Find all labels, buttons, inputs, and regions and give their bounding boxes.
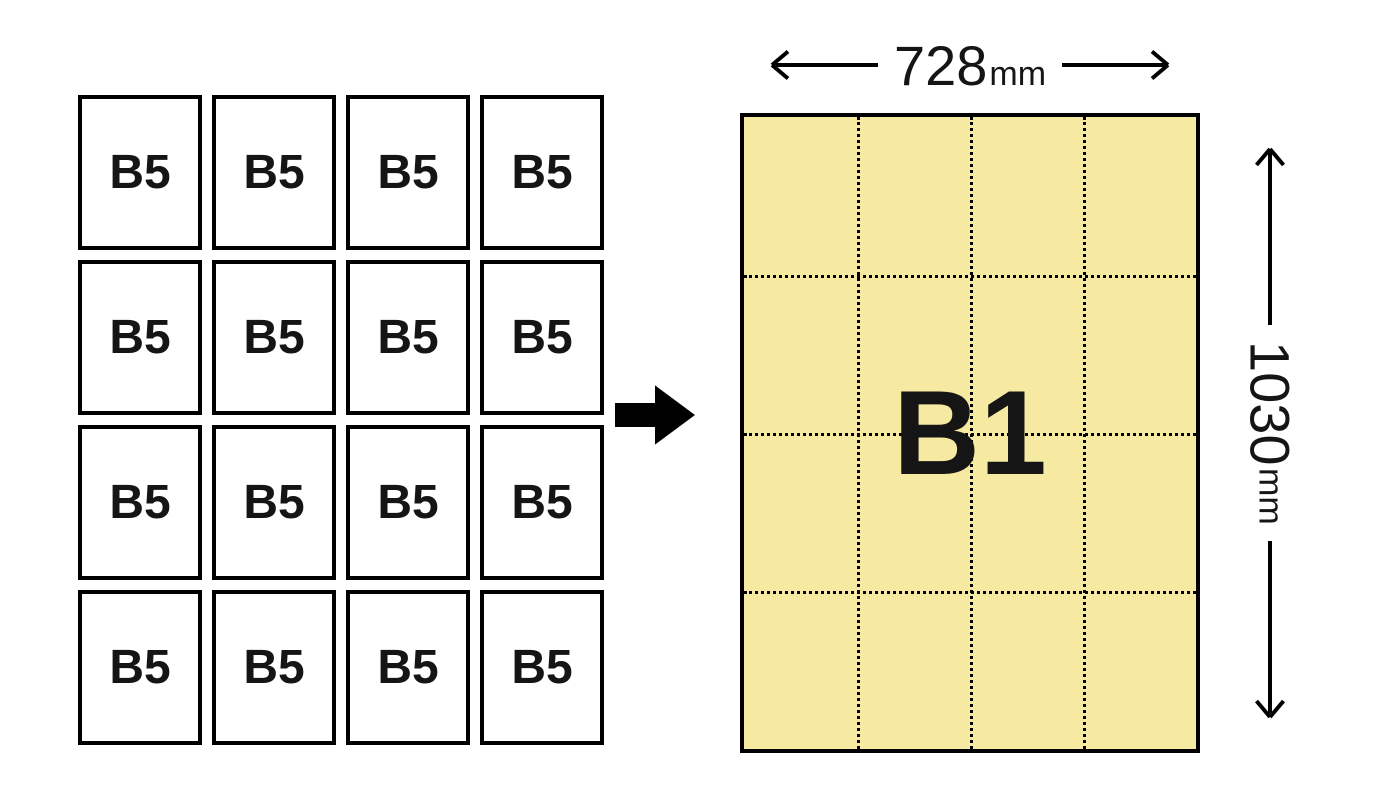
small-page-cell: B5 [346,425,470,580]
arrow-left-icon [770,45,880,85]
small-page-cell: B5 [78,260,202,415]
small-page-cell: B5 [346,95,470,250]
width-value: 728 [894,33,987,98]
small-page-cell: B5 [480,425,604,580]
small-page-cell: B5 [480,260,604,415]
height-dimension: 1030mm [1225,113,1315,753]
small-page-cell: B5 [346,590,470,745]
small-page-cell: B5 [480,95,604,250]
arrow-right-icon [1060,45,1170,85]
arrow-down-icon [1250,539,1290,719]
small-page-cell: B5 [78,590,202,745]
small-page-cell: B5 [346,260,470,415]
arrow-up-icon [1250,147,1290,327]
small-page-cell: B5 [212,425,336,580]
width-dimension: 728mm [740,30,1200,100]
height-value: 1030 [1238,341,1303,466]
diagram-stage: B5B5B5B5B5B5B5B5B5B5B5B5B5B5B5B5 B1 728m… [0,0,1400,800]
big-page-label: B1 [893,364,1046,502]
combine-arrow-icon [615,380,695,450]
big-page: B1 [740,113,1200,753]
small-page-cell: B5 [78,95,202,250]
small-page-cell: B5 [212,260,336,415]
small-page-cell: B5 [480,590,604,745]
small-page-cell: B5 [78,425,202,580]
height-unit: mm [1251,468,1290,525]
small-page-cell: B5 [212,95,336,250]
small-page-cell: B5 [212,590,336,745]
width-unit: mm [989,55,1046,94]
small-pages-grid: B5B5B5B5B5B5B5B5B5B5B5B5B5B5B5B5 [78,95,604,745]
